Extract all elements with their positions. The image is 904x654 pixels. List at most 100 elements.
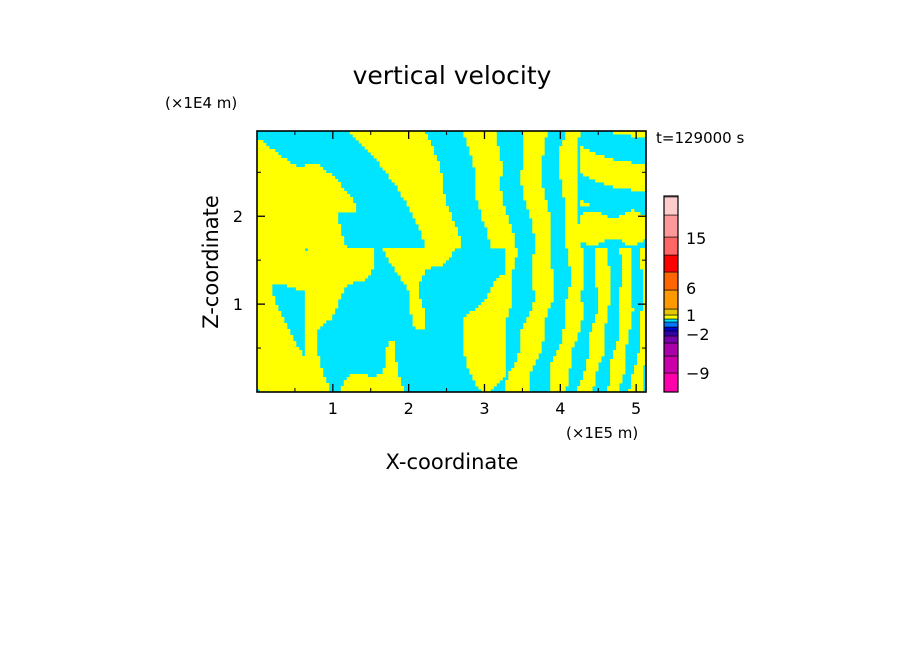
field-cell	[313, 266, 318, 270]
field-cell	[340, 206, 345, 210]
field-cell	[400, 194, 405, 198]
field-cell	[331, 242, 336, 246]
field-cell	[286, 218, 291, 222]
field-cell	[322, 254, 327, 258]
field-cell	[394, 149, 399, 153]
field-cell	[502, 329, 506, 333]
field-cell	[478, 197, 482, 201]
field-cell	[493, 305, 497, 309]
field-cell	[571, 203, 575, 207]
field-cell	[316, 227, 321, 231]
field-cell	[265, 170, 270, 174]
field-cell	[490, 206, 494, 210]
field-cell	[436, 167, 440, 171]
field-cell	[589, 224, 593, 228]
field-cell	[316, 296, 321, 300]
field-cell	[499, 173, 503, 177]
field-cell	[490, 173, 494, 177]
field-cell	[475, 194, 479, 198]
field-cell	[469, 152, 473, 156]
field-cell	[289, 251, 294, 255]
field-cell	[376, 140, 381, 144]
field-cell	[643, 350, 647, 354]
field-cell	[604, 248, 608, 252]
field-cell	[538, 344, 542, 348]
field-cell	[295, 248, 300, 252]
field-cell	[337, 293, 342, 297]
field-cell	[475, 308, 479, 312]
field-cell	[508, 293, 512, 297]
field-cell	[589, 332, 593, 336]
field-cell	[472, 338, 476, 342]
field-cell	[430, 188, 434, 192]
field-cell	[295, 173, 300, 177]
field-cell	[430, 218, 434, 222]
field-cell	[307, 296, 312, 300]
field-cell	[547, 239, 551, 243]
field-cell	[523, 185, 527, 189]
field-cell	[352, 275, 357, 279]
field-cell	[289, 173, 294, 177]
field-cell	[499, 320, 503, 324]
field-cell	[412, 179, 416, 183]
field-cell	[412, 251, 416, 255]
field-cell	[385, 146, 390, 150]
field-cell	[541, 299, 545, 303]
field-cell	[430, 245, 434, 249]
field-cell	[607, 227, 611, 231]
field-cell	[574, 239, 578, 243]
field-cell	[274, 248, 279, 252]
field-cell	[490, 305, 494, 309]
field-cell	[277, 164, 282, 168]
field-cell	[277, 194, 282, 198]
field-cell	[493, 131, 497, 135]
field-cell	[535, 239, 539, 243]
field-cell	[589, 239, 593, 243]
field-cell	[361, 140, 366, 144]
field-cell	[379, 140, 384, 144]
field-cell	[631, 221, 635, 225]
field-cell	[475, 314, 479, 318]
field-cell	[421, 221, 425, 225]
field-cell	[571, 278, 575, 282]
field-cell	[523, 194, 527, 198]
field-cell	[424, 140, 428, 144]
field-cell	[406, 257, 411, 261]
field-cell	[397, 179, 402, 183]
field-cell	[619, 176, 623, 180]
field-cell	[493, 281, 497, 285]
field-cell	[541, 209, 545, 213]
field-cell	[265, 176, 270, 180]
field-cell	[625, 275, 629, 279]
field-cell	[391, 149, 396, 153]
field-cell	[313, 275, 318, 279]
field-cell	[301, 269, 306, 273]
field-cell	[502, 221, 506, 225]
field-cell	[505, 248, 509, 252]
field-cell	[619, 314, 623, 318]
field-cell	[622, 236, 626, 240]
field-cell	[490, 236, 494, 240]
field-cell	[313, 308, 318, 312]
field-cell	[367, 137, 372, 141]
field-cell	[325, 182, 330, 186]
field-cell	[490, 308, 494, 312]
field-cell	[529, 149, 533, 153]
field-cell	[571, 191, 575, 195]
field-cell	[271, 338, 276, 342]
field-cell	[571, 248, 575, 252]
field-cell	[283, 281, 288, 285]
field-cell	[541, 323, 545, 327]
field-cell	[508, 269, 512, 273]
field-cell	[640, 221, 644, 225]
field-cell	[376, 131, 381, 135]
field-cell	[262, 317, 267, 321]
field-cell	[547, 302, 551, 306]
field-cell	[628, 224, 632, 228]
field-cell	[478, 332, 482, 336]
field-cell	[319, 224, 324, 228]
field-cell	[538, 278, 542, 282]
field-cell	[301, 257, 306, 261]
field-cell	[481, 353, 485, 357]
field-cell	[538, 143, 542, 147]
